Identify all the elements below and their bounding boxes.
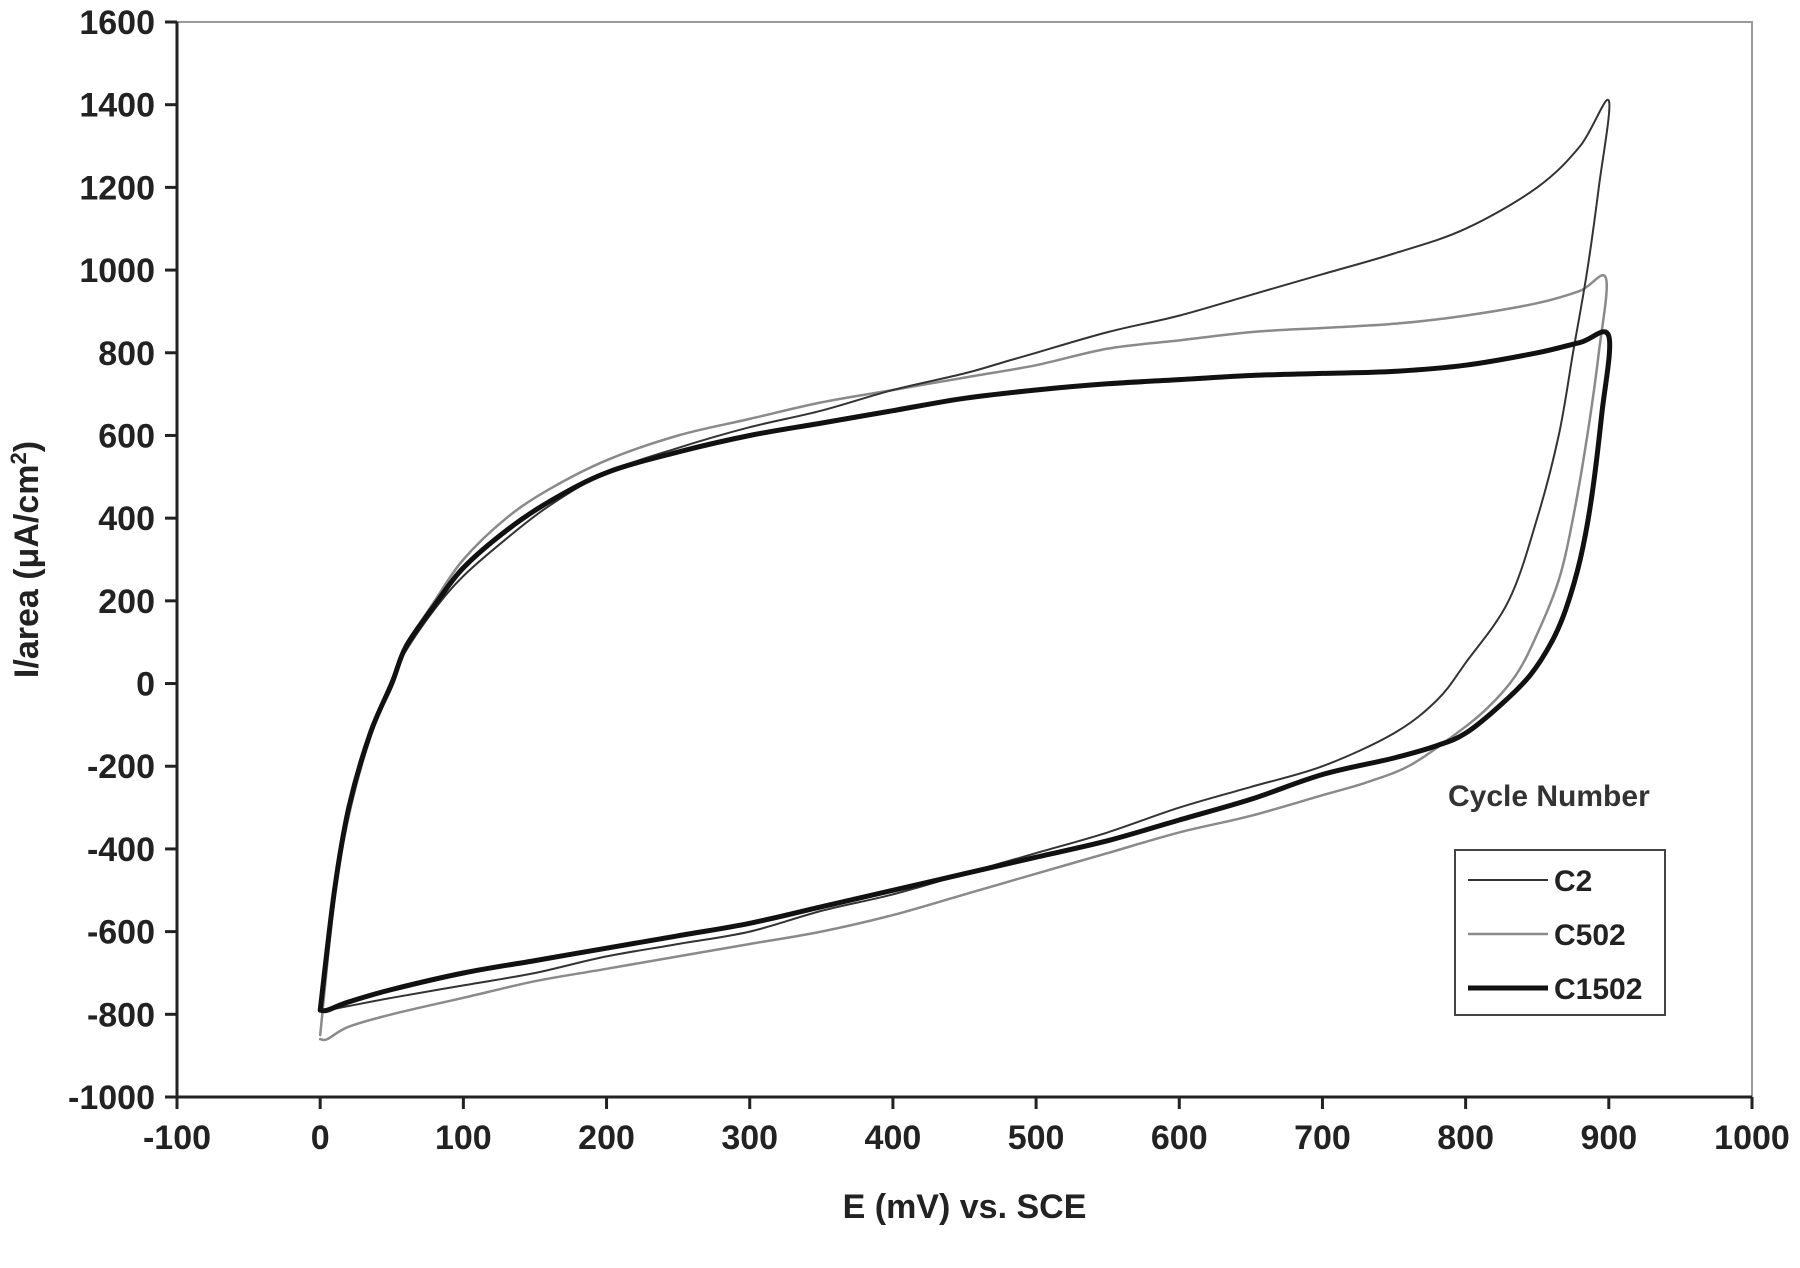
plot-area: -100 0 100 200 300 400 500 600 700 800 900 1000 -10… xyxy=(68,4,1790,1157)
legend-title: Cycle Number xyxy=(1448,780,1650,813)
legend: Cycle Number C2 C502 C1502 xyxy=(1448,780,1666,1016)
y-tick-label: 0 xyxy=(136,666,155,704)
y-axis-title-close: ) xyxy=(8,441,46,452)
x-tick-label: 400 xyxy=(865,1119,922,1157)
y-axis-title-mu: μ xyxy=(8,548,46,569)
legend-label-c1502: C1502 xyxy=(1554,973,1642,1006)
x-tick-label: 300 xyxy=(721,1119,778,1157)
x-tick-label: 1000 xyxy=(1714,1119,1790,1157)
x-tick-label: 200 xyxy=(578,1119,635,1157)
y-tick-label: 1000 xyxy=(79,252,155,290)
x-tick-label: 500 xyxy=(1008,1119,1065,1157)
x-axis-ticks: -100 0 100 200 300 400 500 600 700 800 900 1000 xyxy=(143,1097,1790,1157)
y-tick-label: 1400 xyxy=(79,87,155,125)
y-tick-label: 400 xyxy=(98,500,155,538)
x-tick-label: 0 xyxy=(311,1119,330,1157)
y-tick-label: 800 xyxy=(98,335,155,373)
x-tick-label: 900 xyxy=(1580,1119,1637,1157)
x-tick-label: 100 xyxy=(435,1119,492,1157)
y-axis-title-superscript: 2 xyxy=(6,452,31,464)
y-axis-title: I/area (μA/cm2) xyxy=(6,441,47,678)
legend-label-c2: C2 xyxy=(1554,865,1592,898)
data-series xyxy=(317,98,1613,1042)
y-tick-label: -600 xyxy=(87,914,155,952)
y-tick-label: -1000 xyxy=(68,1079,155,1117)
x-axis-title: E (mV) vs. SCE xyxy=(843,1188,1087,1226)
y-axis-ticks: -1000 -800 -600 -400 -200 0 200 400 600 800 1000 12… xyxy=(68,4,177,1117)
y-tick-label: 1200 xyxy=(79,169,155,207)
y-tick-label: -400 xyxy=(87,831,155,869)
legend-label-c502: C502 xyxy=(1554,919,1626,952)
y-axis-title-main: I/area ( xyxy=(8,568,46,678)
legend-items: C2 C502 C1502 xyxy=(1468,865,1642,1006)
series-line-c1502 xyxy=(317,329,1613,1014)
x-tick-label: 700 xyxy=(1294,1119,1351,1157)
y-tick-label: 1600 xyxy=(79,4,155,42)
x-tick-label: -100 xyxy=(143,1119,211,1157)
y-tick-label: 200 xyxy=(98,583,155,621)
y-tick-label: -200 xyxy=(87,748,155,786)
y-axis-title-unit: A/cm xyxy=(8,465,46,548)
y-tick-label: -800 xyxy=(87,996,155,1034)
x-tick-label: 800 xyxy=(1437,1119,1494,1157)
series-line-c2 xyxy=(319,98,1611,1012)
x-tick-label: 600 xyxy=(1151,1119,1208,1157)
y-tick-label: 600 xyxy=(98,417,155,455)
